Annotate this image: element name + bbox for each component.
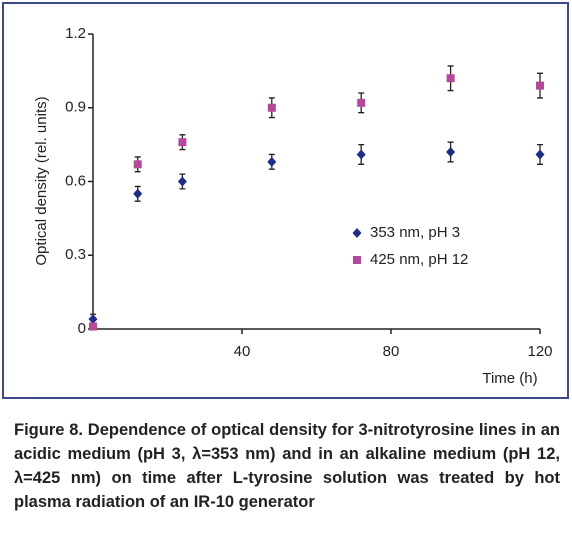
marker bbox=[178, 138, 187, 147]
marker bbox=[535, 149, 545, 160]
chart: Optical density (rel. units) Time (h) 0 0… bbox=[2, 2, 569, 399]
y-tick-label: 0.9 bbox=[65, 99, 86, 116]
caption: Figure 8. Dependence of optical density … bbox=[14, 421, 560, 511]
frame bbox=[2, 2, 569, 399]
y-tick-label: 0 bbox=[78, 320, 86, 337]
marker bbox=[446, 74, 455, 83]
marker bbox=[177, 176, 187, 187]
marker bbox=[536, 81, 544, 90]
y-tick-label: 0.3 bbox=[65, 246, 86, 263]
marker bbox=[267, 103, 276, 112]
y-tick-label: 1.2 bbox=[65, 25, 86, 42]
legend-marker bbox=[353, 256, 361, 264]
y-tick-label: 0.6 bbox=[65, 172, 86, 189]
x-axis-label: Time (h) bbox=[482, 370, 537, 387]
marker bbox=[267, 156, 277, 167]
marker bbox=[446, 147, 456, 157]
y-axis-label: Optical density (rel. units) bbox=[33, 96, 50, 265]
x-tick-label: 40 bbox=[234, 343, 251, 360]
x-tick-label: 120 bbox=[527, 343, 552, 360]
marker bbox=[133, 160, 142, 169]
legend-label: 353 nm, pH 3 bbox=[370, 224, 460, 241]
marker bbox=[356, 149, 366, 160]
legend-marker bbox=[352, 228, 362, 238]
marker bbox=[89, 322, 97, 331]
marker bbox=[133, 188, 143, 199]
marker bbox=[357, 98, 366, 107]
legend-label: 425 nm, pH 12 bbox=[370, 251, 468, 268]
x-tick-label: 80 bbox=[383, 343, 400, 360]
marker bbox=[88, 314, 98, 325]
